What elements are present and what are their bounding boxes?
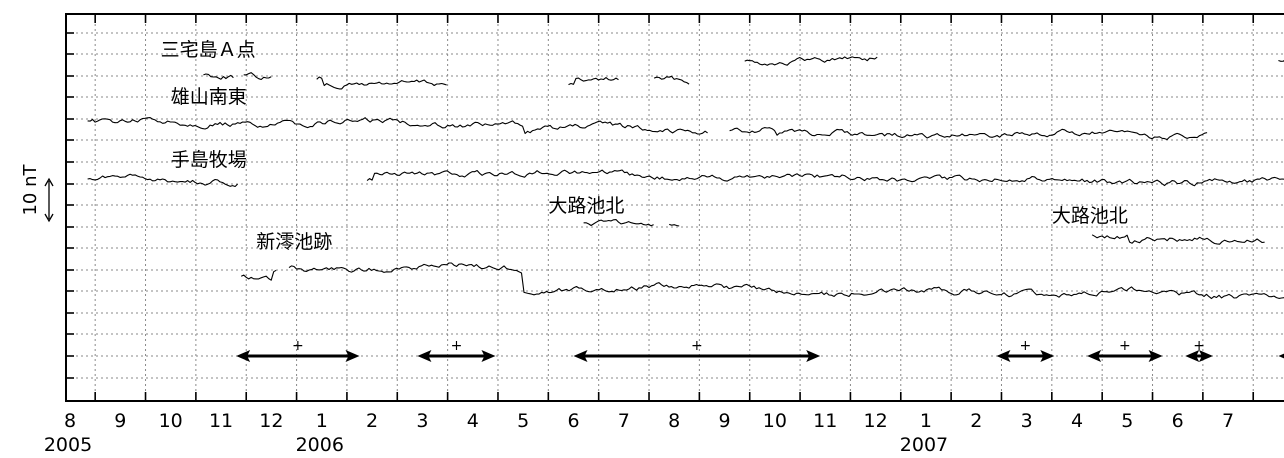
arrow-head-left-icon bbox=[1087, 350, 1102, 362]
x-tick-label: 8 bbox=[668, 410, 680, 432]
trace-segment bbox=[744, 56, 878, 66]
x-tick-label: 5 bbox=[517, 410, 529, 432]
x-tick-label: 2 bbox=[366, 410, 378, 432]
period-label: + bbox=[1119, 338, 1131, 354]
scale-arrow-head-down bbox=[44, 213, 54, 223]
x-tick-label: 10 bbox=[763, 410, 787, 432]
x-tick-label: 9 bbox=[719, 410, 731, 432]
trace-segment bbox=[316, 76, 447, 90]
series-label: 大路池北 bbox=[548, 195, 624, 217]
x-tick-label: 4 bbox=[1071, 410, 1083, 432]
period-label: + bbox=[691, 338, 703, 354]
x-tick-label: 9 bbox=[114, 410, 126, 432]
trace-segment bbox=[87, 173, 238, 188]
trace-segment bbox=[1278, 59, 1284, 62]
x-tick-label: 7 bbox=[1222, 410, 1234, 432]
period-label: + bbox=[292, 338, 304, 354]
trace-segment bbox=[583, 219, 654, 227]
period-arrow: + bbox=[236, 338, 360, 362]
grid-lines bbox=[66, 14, 1284, 401]
series-label: 大路池北 bbox=[1052, 205, 1128, 227]
x-tick-label: 3 bbox=[416, 410, 428, 432]
trace-segment bbox=[669, 223, 680, 227]
year-label: 2005 bbox=[44, 434, 92, 454]
x-tick-label: 2 bbox=[970, 410, 982, 432]
period-arrow: + bbox=[1278, 353, 1284, 359]
arrow-head-left-icon bbox=[236, 350, 251, 362]
x-tick-label: 1 bbox=[920, 410, 932, 432]
series-trace: 大路池北 bbox=[1052, 205, 1265, 245]
x-tick-label: 1 bbox=[316, 410, 328, 432]
period-arrow: + bbox=[996, 338, 1055, 362]
x-tick-label: 6 bbox=[1172, 410, 1184, 432]
x-tick-label: 10 bbox=[159, 410, 183, 432]
y-axis-label: 10 nT bbox=[20, 163, 41, 215]
series-label: 手島牧場 bbox=[171, 149, 247, 171]
arrow-head-right-icon bbox=[481, 350, 496, 362]
trace-segment bbox=[243, 72, 272, 81]
arrow-head-left-icon bbox=[417, 350, 432, 362]
x-tick-label: 11 bbox=[813, 410, 837, 432]
series-trace: 雄山南東 bbox=[87, 86, 1208, 141]
trace-segment bbox=[568, 77, 619, 86]
x-tick-label: 4 bbox=[467, 410, 479, 432]
x-tick-label: 8 bbox=[64, 410, 76, 432]
year-label: 2007 bbox=[900, 434, 948, 454]
x-tick-label: 12 bbox=[864, 410, 888, 432]
x-tick-label: 5 bbox=[1121, 410, 1133, 432]
series-label: 新澪池跡 bbox=[256, 231, 332, 253]
arrow-head-right-icon bbox=[806, 350, 821, 362]
period-arrow: + bbox=[1087, 338, 1163, 362]
period-arrow: + bbox=[417, 338, 496, 362]
axis-ticks bbox=[66, 14, 1255, 401]
trace-segment bbox=[729, 127, 1208, 141]
trace-segment bbox=[87, 117, 708, 135]
scale-arrow-head-up bbox=[44, 177, 54, 187]
plot-frame bbox=[65, 13, 1284, 402]
scale-arrow-icon bbox=[44, 177, 54, 223]
arrow-head-right-icon bbox=[1198, 350, 1213, 362]
series-trace: 手島牧場 bbox=[87, 149, 1284, 188]
x-tick-label: 11 bbox=[209, 410, 233, 432]
series-trace: 三宅島Ａ点 bbox=[161, 39, 1284, 90]
arrow-head-right-icon bbox=[1148, 350, 1163, 362]
period-arrow: + bbox=[1185, 338, 1213, 362]
x-tick-label: 12 bbox=[259, 410, 283, 432]
series-trace: 新澪池跡 bbox=[240, 231, 1284, 300]
period-label: + bbox=[451, 338, 463, 354]
arrow-head-left-icon bbox=[1185, 350, 1200, 362]
arrow-head-right-icon bbox=[1040, 350, 1055, 362]
arrow-head-left-icon bbox=[573, 350, 588, 362]
x-tick-label: 7 bbox=[618, 410, 630, 432]
period-arrow: + bbox=[573, 338, 821, 362]
x-tick-label: 3 bbox=[1021, 410, 1033, 432]
trace-segment bbox=[288, 262, 1284, 300]
year-label: 2006 bbox=[296, 434, 344, 454]
arrow-head-left-icon bbox=[996, 350, 1011, 362]
trace-segment bbox=[366, 169, 1284, 187]
series-label: 三宅島Ａ点 bbox=[161, 39, 256, 61]
series-trace: 大路池北 bbox=[548, 195, 680, 227]
trace-segment bbox=[1091, 234, 1265, 245]
observation-periods: + + + + + + + bbox=[236, 338, 1284, 362]
trace-segment bbox=[203, 73, 234, 80]
x-tick-label: 6 bbox=[567, 410, 579, 432]
arrow-head-left-icon bbox=[1278, 353, 1284, 359]
arrow-head-right-icon bbox=[345, 350, 360, 362]
trace-segment bbox=[653, 75, 690, 85]
period-label: + bbox=[1193, 338, 1205, 354]
period-label: + bbox=[1020, 338, 1032, 354]
series-label: 雄山南東 bbox=[171, 86, 247, 108]
trace-segment bbox=[240, 269, 277, 281]
